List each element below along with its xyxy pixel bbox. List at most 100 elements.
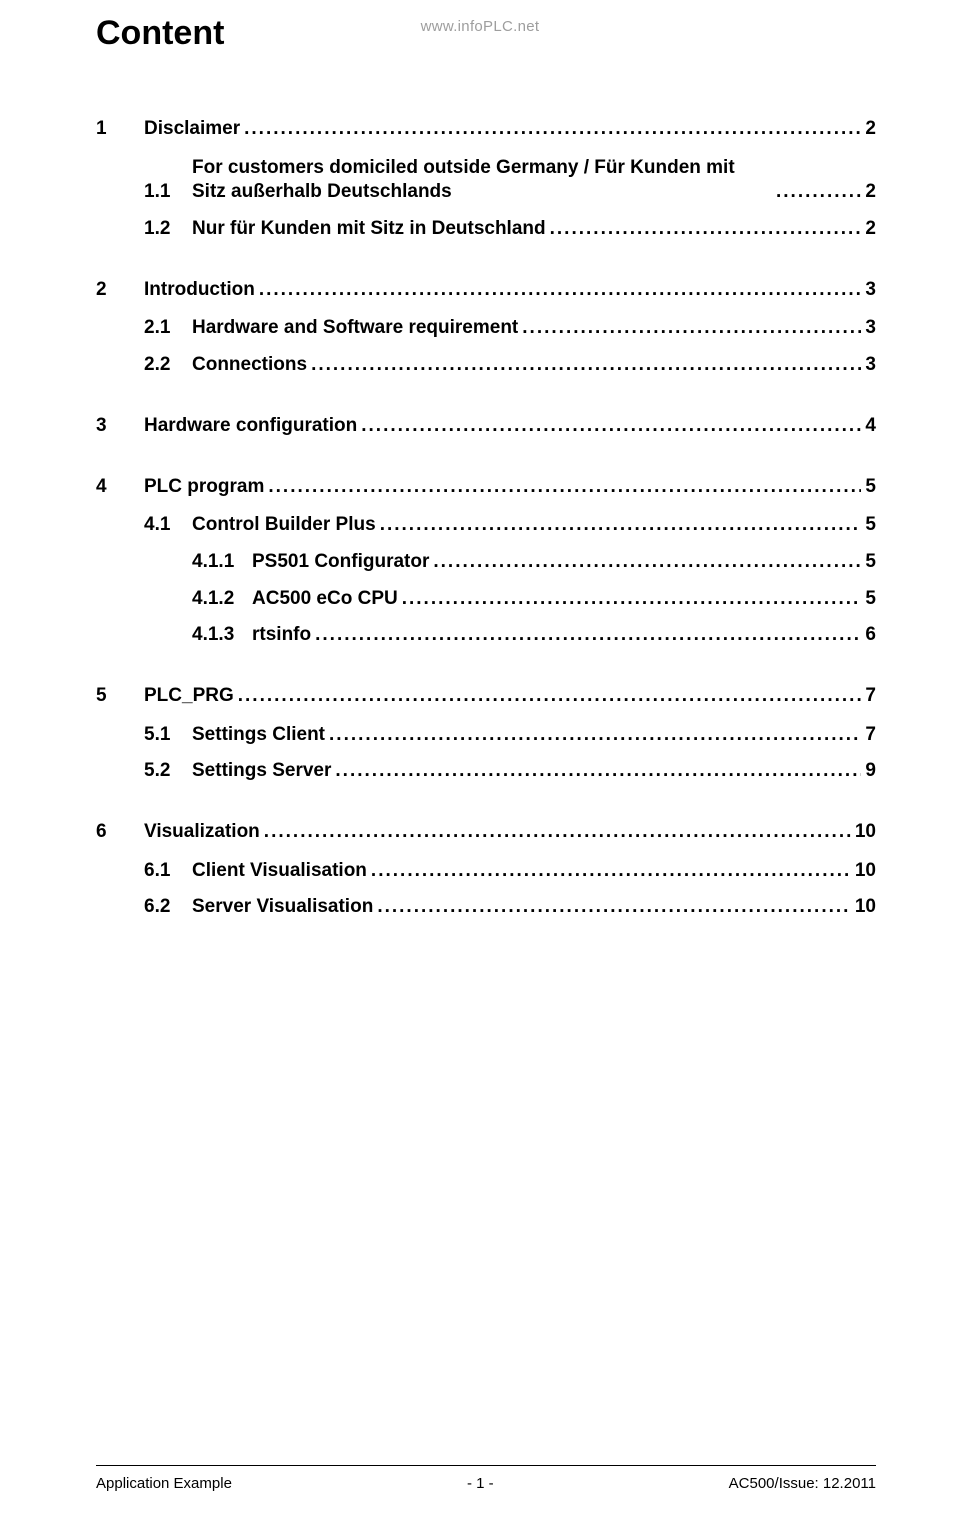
toc-leader-dots	[402, 590, 862, 611]
toc-entry-label: Hardware configuration	[144, 414, 357, 439]
toc-entry[interactable]: 1Disclaimer 2	[96, 117, 876, 142]
toc-entry[interactable]: 1.1For customers domiciled outside Germa…	[96, 156, 876, 205]
toc-entry[interactable]: 4.1.2AC500 eCo CPU 5	[96, 587, 876, 612]
toc-spacer	[96, 747, 876, 759]
toc-spacer	[96, 341, 876, 353]
toc-entry-label: Control Builder Plus	[192, 513, 376, 538]
toc-entry-page: 7	[865, 684, 876, 709]
toc-entry-label: Settings Client	[192, 723, 325, 748]
toc-entry-number: 6.2	[144, 895, 192, 920]
footer-center: - 1 -	[467, 1475, 494, 1492]
toc-entry-label: PLC_PRG	[144, 684, 234, 709]
toc-leader-dots	[377, 899, 851, 920]
toc-leader-dots	[259, 282, 862, 303]
toc-entry-page: 2	[865, 217, 876, 242]
toc-spacer	[96, 142, 876, 156]
toc-spacer	[96, 575, 876, 587]
toc-leader-dots	[329, 726, 861, 747]
toc-entry-label: For customers domiciled outside Germany …	[192, 156, 772, 205]
toc-leader-dots	[311, 357, 861, 378]
toc-entry-label: rtsinfo	[252, 623, 311, 648]
toc-leader-dots	[315, 627, 861, 648]
toc-entry-page: 9	[865, 759, 876, 784]
toc-leader-dots	[776, 184, 861, 205]
toc-entry-page: 5	[865, 550, 876, 575]
toc-entry-label: Client Visualisation	[192, 859, 367, 884]
toc-entry-number: 4.1.2	[192, 587, 252, 612]
toc-entry-label: Settings Server	[192, 759, 331, 784]
toc-entry[interactable]: 1.2Nur für Kunden mit Sitz in Deutschlan…	[96, 217, 876, 242]
toc-leader-dots	[433, 554, 861, 575]
toc-entry-label: Introduction	[144, 278, 255, 303]
toc-entry[interactable]: 2.2Connections3	[96, 353, 876, 378]
toc-entry-page: 7	[865, 723, 876, 748]
toc-entry-number: 4.1	[144, 513, 192, 538]
toc-entry-label: Server Visualisation	[192, 895, 373, 920]
toc-spacer	[96, 302, 876, 316]
toc-spacer	[96, 883, 876, 895]
toc-spacer	[96, 648, 876, 684]
toc-entry-label: Disclaimer	[144, 117, 240, 142]
toc-entry-page: 6	[865, 623, 876, 648]
toc-leader-dots	[550, 221, 862, 242]
footer-left: Application Example	[96, 1475, 232, 1492]
toc-entry-number: 5	[96, 684, 144, 709]
toc-entry-page: 5	[865, 513, 876, 538]
toc-entry-label: PS501 Configurator	[252, 550, 429, 575]
toc-entry-label: PLC program	[144, 475, 264, 500]
toc-entry[interactable]: 4.1Control Builder Plus 5	[96, 513, 876, 538]
toc-leader-dots	[238, 688, 862, 709]
toc-entry-page: 10	[855, 859, 876, 884]
toc-leader-dots	[522, 320, 861, 341]
toc-entry-label: AC500 eCo CPU	[252, 587, 398, 612]
toc-spacer	[96, 611, 876, 623]
toc-entry[interactable]: 5PLC_PRG 7	[96, 684, 876, 709]
footer-divider	[96, 1465, 876, 1466]
toc-spacer	[96, 784, 876, 820]
footer-right: AC500/Issue: 12.2011	[729, 1475, 876, 1492]
toc-spacer	[96, 538, 876, 550]
toc-entry[interactable]: 2.1Hardware and Software requirement3	[96, 316, 876, 341]
toc-entry-label: Nur für Kunden mit Sitz in Deutschland	[192, 217, 546, 242]
toc-spacer	[96, 499, 876, 513]
toc-spacer	[96, 709, 876, 723]
toc-spacer	[96, 205, 876, 217]
toc-spacer	[96, 439, 876, 475]
toc-entry-number: 1.2	[144, 217, 192, 242]
toc-entry-page: 10	[855, 820, 876, 845]
toc-leader-dots	[268, 478, 861, 499]
page-title: Content	[96, 14, 876, 53]
toc-entry[interactable]: 3Hardware configuration4	[96, 414, 876, 439]
toc-leader-dots	[264, 824, 851, 845]
toc-entry[interactable]: 4.1.3rtsinfo6	[96, 623, 876, 648]
toc-spacer	[96, 378, 876, 414]
toc-entry[interactable]: 4.1.1PS501 Configurator5	[96, 550, 876, 575]
table-of-contents: 1Disclaimer 2 1.1For customers domiciled o…	[96, 117, 876, 920]
toc-entry[interactable]: 6.2Server Visualisation 10	[96, 895, 876, 920]
toc-entry-number: 6.1	[144, 859, 192, 884]
toc-entry-number: 5.2	[144, 759, 192, 784]
toc-leader-dots	[371, 862, 851, 883]
toc-entry[interactable]: 2Introduction3	[96, 278, 876, 303]
toc-leader-dots	[361, 418, 861, 439]
toc-leader-dots	[244, 121, 861, 142]
toc-entry-page: 2	[865, 117, 876, 142]
toc-entry[interactable]: 4PLC program5	[96, 475, 876, 500]
toc-entry-number: 6	[96, 820, 144, 845]
toc-entry-label: Connections	[192, 353, 307, 378]
toc-entry-page: 4	[865, 414, 876, 439]
toc-entry-number: 1	[96, 117, 144, 142]
toc-entry-page: 3	[865, 353, 876, 378]
toc-entry[interactable]: 6.1Client Visualisation 10	[96, 859, 876, 884]
toc-entry[interactable]: 5.1Settings Client7	[96, 723, 876, 748]
page-footer: Application Example - 1 - AC500/Issue: 1…	[96, 1475, 876, 1492]
toc-entry-page: 10	[855, 895, 876, 920]
toc-entry-label: Hardware and Software requirement	[192, 316, 518, 341]
toc-leader-dots	[380, 517, 862, 538]
toc-entry-label: Visualization	[144, 820, 260, 845]
toc-entry-number: 1.1	[144, 180, 192, 205]
toc-entry[interactable]: 6Visualization 10	[96, 820, 876, 845]
toc-entry-number: 2.1	[144, 316, 192, 341]
toc-entry-page: 5	[865, 587, 876, 612]
toc-entry[interactable]: 5.2Settings Server 9	[96, 759, 876, 784]
